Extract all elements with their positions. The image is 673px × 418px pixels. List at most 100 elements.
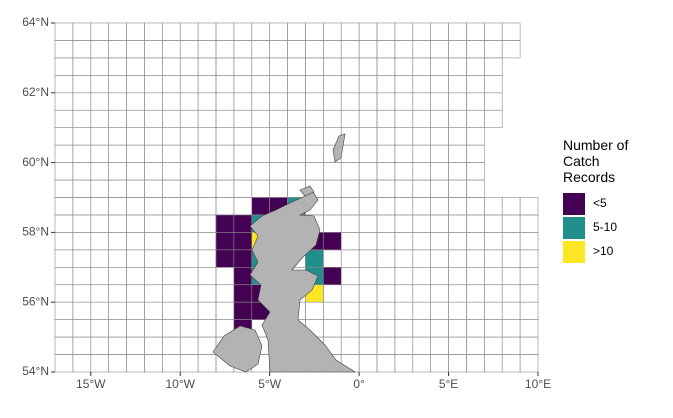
grid-cell <box>90 301 109 320</box>
grid-cell <box>108 57 127 76</box>
grid-cell <box>72 57 92 76</box>
grid-cell <box>162 249 181 268</box>
grid-cell <box>412 197 431 216</box>
grid-cell <box>197 109 217 129</box>
grid-cell <box>448 144 467 163</box>
grid-cell <box>287 92 306 111</box>
grid-cell <box>215 22 235 41</box>
grid-cell <box>394 301 414 320</box>
grid-cell <box>72 92 92 111</box>
grid-cell <box>162 144 181 163</box>
x-tick-label: 0° <box>353 377 365 391</box>
grid-cell <box>162 197 181 216</box>
grid-cell <box>108 162 127 181</box>
grid-cell <box>72 127 92 146</box>
grid-cell <box>215 162 235 181</box>
grid-cell <box>412 22 431 41</box>
grid-cell <box>197 214 217 233</box>
grid-cell <box>358 301 378 320</box>
grid-cell <box>466 162 485 181</box>
y-tick-label: 58°N <box>22 225 49 239</box>
grid-cell <box>358 319 378 338</box>
grid-cell <box>72 266 92 286</box>
grid-cell <box>144 109 163 129</box>
grid-cell <box>519 197 539 216</box>
grid-cell <box>323 75 342 94</box>
grid-cell <box>412 179 431 198</box>
grid-cell <box>251 40 270 59</box>
grid-cell <box>108 92 127 111</box>
grid-cell <box>358 284 378 303</box>
grid-cell <box>394 266 414 286</box>
grid-cell <box>430 109 449 129</box>
grid-cell <box>358 232 378 251</box>
grid-cell <box>430 319 449 338</box>
grid-cell <box>251 75 270 94</box>
grid-cell <box>90 40 109 59</box>
grid-cell <box>412 162 431 181</box>
grid-cell <box>54 162 74 181</box>
grid-cell <box>90 354 109 373</box>
grid-cell <box>376 197 396 216</box>
grid-cell <box>358 336 378 355</box>
grid-cell <box>394 144 414 163</box>
grid-cell <box>466 249 485 268</box>
grid-cell <box>179 92 199 111</box>
grid-cell <box>323 214 342 233</box>
grid-cell <box>233 22 253 41</box>
grid-cell <box>358 354 378 373</box>
grid-cell <box>162 179 181 198</box>
grid-cell <box>162 75 181 94</box>
grid-cell <box>54 144 74 163</box>
catch-cell <box>233 214 253 233</box>
grid-cell <box>126 75 145 94</box>
grid-cell <box>179 284 199 303</box>
grid-cell <box>376 92 396 111</box>
grid-cell <box>484 354 503 373</box>
grid-cell <box>108 40 127 59</box>
grid-cell <box>144 301 163 320</box>
grid-cell <box>466 144 485 163</box>
grid-cell <box>287 57 306 76</box>
grid-cell <box>501 284 521 303</box>
y-tick-label: 64°N <box>22 15 49 29</box>
grid-cell <box>376 319 396 338</box>
grid-cell <box>72 354 92 373</box>
grid-cell <box>305 57 324 76</box>
grid-cell <box>54 40 74 59</box>
grid-cell <box>376 354 396 373</box>
grid-cell <box>215 92 235 111</box>
grid-cell <box>448 22 467 41</box>
grid-cell <box>90 57 109 76</box>
grid-cell <box>251 144 270 163</box>
grid-cell <box>108 266 127 286</box>
grid-cell <box>484 40 503 59</box>
grid-cell <box>448 249 467 268</box>
grid-cell <box>466 336 485 355</box>
grid-cell <box>412 319 431 338</box>
grid-cell <box>448 162 467 181</box>
grid-cell <box>376 249 396 268</box>
grid-cell <box>430 179 449 198</box>
grid-cell <box>394 162 414 181</box>
grid-cell <box>519 336 539 355</box>
grid-cell <box>394 40 414 59</box>
grid-cell <box>54 249 74 268</box>
catch-cell <box>215 249 235 268</box>
grid-cell <box>90 109 109 129</box>
grid-cell <box>54 92 74 111</box>
grid-cell <box>197 162 217 181</box>
grid-cell <box>54 214 74 233</box>
grid-cell <box>179 354 199 373</box>
grid-cell <box>484 301 503 320</box>
grid-cell <box>162 22 181 41</box>
grid-cell <box>412 301 431 320</box>
y-tick-label: 60°N <box>22 155 49 169</box>
grid-cell <box>466 109 485 129</box>
grid-cell <box>340 232 360 251</box>
grid-cell <box>501 249 521 268</box>
grid-cell <box>108 301 127 320</box>
land <box>212 133 357 373</box>
grid-cell <box>323 92 342 111</box>
grid-cell <box>376 22 396 41</box>
